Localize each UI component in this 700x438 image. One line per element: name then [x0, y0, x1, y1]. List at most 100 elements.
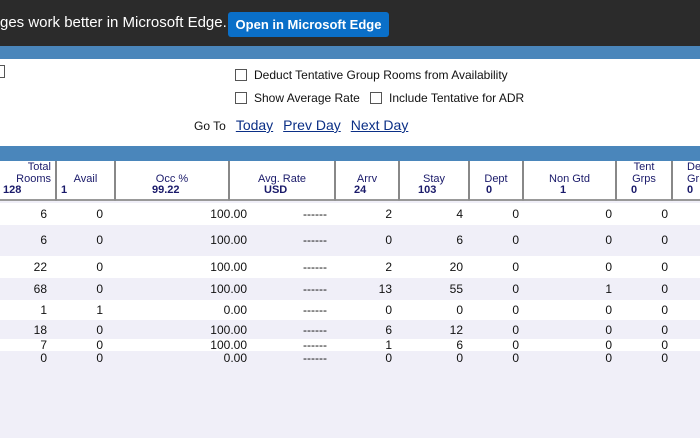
edge-banner-message: ges work better in Microsoft Edge. [0, 14, 227, 31]
table-divider-strip [0, 146, 700, 161]
cell-arrv: 2 [385, 259, 392, 274]
table-row: 1 1 0.00 ------ 0 0 0 0 0 [0, 300, 700, 320]
cell-avail: 0 [96, 206, 103, 221]
cell-dept: 0 [512, 338, 519, 352]
cell-stay: 6 [456, 232, 463, 247]
header-occ: Occ % 99.22 [115, 161, 229, 201]
cell-tent-grps: 0 [661, 338, 668, 352]
today-link[interactable]: Today [235, 117, 274, 133]
header-total-rooms-label: Total Rooms [16, 161, 51, 185]
cell-occ: 100.00 [210, 259, 247, 274]
cell-avg-rate: ------ [303, 338, 327, 352]
goto-label: Go To [194, 119, 226, 133]
cell-total-rooms: 1 [40, 302, 47, 317]
header-non-gtd-label: Non Gtd [549, 173, 590, 185]
header-avg-rate: Avg. Rate USD [229, 161, 335, 201]
header-arrv-value: 24 [354, 184, 367, 196]
cell-total-rooms: 7 [40, 338, 47, 352]
cell-non-gtd: 0 [605, 322, 612, 337]
deduct-tentative-label: Deduct Tentative Group Rooms from Availa… [254, 68, 508, 82]
cell-non-gtd: 0 [605, 259, 612, 274]
header-de-grp-label: De Grp [687, 161, 700, 185]
table-row: 68 0 100.00 ------ 13 55 0 1 0 [0, 282, 700, 296]
partial-checkbox[interactable] [0, 65, 5, 78]
cell-avail: 0 [96, 338, 103, 352]
cell-stay: 6 [456, 338, 463, 352]
header-occ-value: 99.22 [152, 184, 180, 196]
show-average-rate-option[interactable]: Show Average Rate [235, 91, 360, 105]
cell-dept: 0 [512, 302, 519, 317]
cell-tent-grps: 0 [661, 281, 668, 296]
cell-stay: 55 [449, 281, 463, 296]
cell-dept: 0 [512, 281, 519, 296]
cell-non-gtd: 0 [605, 351, 612, 365]
cell-total-rooms: 18 [33, 322, 47, 337]
cell-arrv: 2 [385, 206, 392, 221]
header-non-gtd: Non Gtd 1 [523, 161, 616, 201]
cell-total-rooms: 0 [40, 351, 47, 365]
cell-avail: 0 [96, 259, 103, 274]
deduct-tentative-checkbox[interactable] [235, 69, 247, 81]
cell-arrv: 0 [385, 302, 392, 317]
cell-occ: 100.00 [210, 322, 247, 337]
cell-arrv: 13 [378, 281, 392, 296]
cell-avg-rate: ------ [303, 232, 327, 247]
table-row: 6 0 100.00 ------ 2 4 0 0 0 [0, 203, 700, 225]
next-day-link[interactable]: Next Day [350, 117, 409, 133]
show-average-rate-label: Show Average Rate [254, 91, 360, 105]
header-de-grp: De Grp 0 [672, 161, 700, 201]
table-row: 18 0 100.00 ------ 6 12 0 0 0 [0, 323, 700, 337]
cell-stay: 0 [456, 302, 463, 317]
header-stay: Stay 103 [399, 161, 469, 201]
open-in-edge-button[interactable]: Open in Microsoft Edge [228, 12, 389, 37]
cell-total-rooms: 22 [33, 259, 47, 274]
header-dept-label: Dept [484, 173, 508, 185]
cell-tent-grps: 0 [661, 322, 668, 337]
cell-tent-grps: 0 [661, 232, 668, 247]
cell-avg-rate: ------ [303, 281, 327, 296]
cell-avg-rate: ------ [303, 259, 327, 274]
cell-arrv: 0 [385, 232, 392, 247]
deduct-tentative-option[interactable]: Deduct Tentative Group Rooms from Availa… [235, 68, 508, 82]
cell-avg-rate: ------ [303, 302, 327, 317]
header-de-grp-value: 0 [687, 184, 694, 196]
cell-tent-grps: 0 [661, 302, 668, 317]
cell-dept: 0 [512, 206, 519, 221]
goto-navigation: Go To Today Prev Day Next Day [194, 117, 408, 133]
include-tentative-adr-checkbox[interactable] [370, 92, 382, 104]
include-tentative-adr-option[interactable]: Include Tentative for ADR [370, 91, 524, 105]
cell-non-gtd: 0 [605, 338, 612, 352]
cell-avg-rate: ------ [303, 351, 327, 365]
header-tent-grps-label: Tent Grps [632, 161, 656, 185]
cell-total-rooms: 6 [40, 206, 47, 221]
header-dept: Dept 0 [469, 161, 523, 201]
cell-avail: 0 [96, 232, 103, 247]
header-arrv: Arrv 24 [335, 161, 399, 201]
cell-avail: 1 [96, 302, 103, 317]
table-row: 0 0 0.00 ------ 0 0 0 0 0 [0, 351, 700, 365]
cell-occ: 100.00 [210, 232, 247, 247]
prev-day-link[interactable]: Prev Day [283, 117, 341, 133]
cell-avail: 0 [96, 322, 103, 337]
cell-arrv: 1 [385, 338, 392, 352]
table-row: 22 0 100.00 ------ 2 20 0 0 0 [0, 256, 700, 278]
cell-avail: 0 [96, 281, 103, 296]
cell-non-gtd: 0 [605, 232, 612, 247]
cell-dept: 0 [512, 322, 519, 337]
cell-non-gtd: 0 [605, 302, 612, 317]
header-stay-label: Stay [422, 173, 445, 185]
cell-avg-rate: ------ [303, 206, 327, 221]
cell-avg-rate: ------ [303, 322, 327, 337]
table-row: 7 0 100.00 ------ 1 6 0 0 0 [0, 338, 700, 352]
table-row: 6 0 100.00 ------ 0 6 0 0 0 [0, 229, 700, 251]
cell-stay: 20 [449, 259, 463, 274]
cell-occ: 100.00 [210, 206, 247, 221]
show-average-rate-checkbox[interactable] [235, 92, 247, 104]
header-avail: Avail 1 [56, 161, 115, 201]
header-avg-rate-value: USD [264, 184, 288, 196]
cell-total-rooms: 6 [40, 232, 47, 247]
cell-occ: 0.00 [223, 302, 247, 317]
cell-non-gtd: 1 [605, 281, 612, 296]
header-total-rooms: Total Rooms 128 [0, 161, 56, 201]
cell-tent-grps: 0 [661, 351, 668, 365]
